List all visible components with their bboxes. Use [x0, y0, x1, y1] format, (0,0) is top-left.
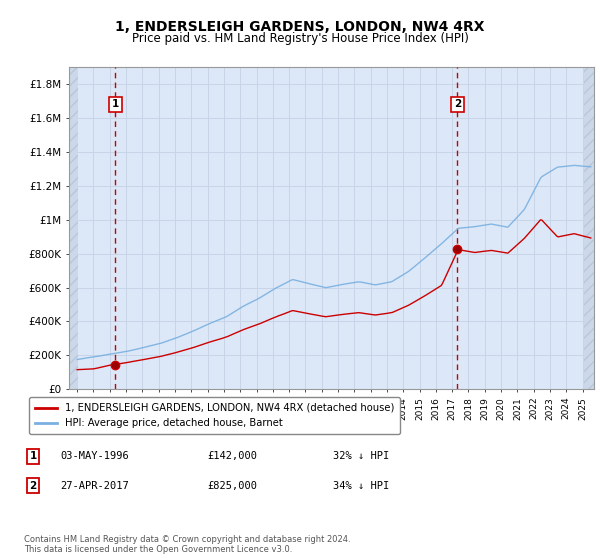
Text: £142,000: £142,000	[207, 451, 257, 461]
Text: 2: 2	[29, 480, 37, 491]
Text: 34% ↓ HPI: 34% ↓ HPI	[333, 480, 389, 491]
Text: £825,000: £825,000	[207, 480, 257, 491]
Bar	[69, 50, 79, 389]
Text: Price paid vs. HM Land Registry's House Price Index (HPI): Price paid vs. HM Land Registry's House …	[131, 32, 469, 45]
Text: 1, ENDERSLEIGH GARDENS, LONDON, NW4 4RX: 1, ENDERSLEIGH GARDENS, LONDON, NW4 4RX	[115, 20, 485, 34]
Legend: 1, ENDERSLEIGH GARDENS, LONDON, NW4 4RX (detached house), HPI: Average price, de: 1, ENDERSLEIGH GARDENS, LONDON, NW4 4RX …	[29, 397, 400, 434]
Text: 03-MAY-1996: 03-MAY-1996	[60, 451, 129, 461]
Text: 27-APR-2017: 27-APR-2017	[60, 480, 129, 491]
Text: 32% ↓ HPI: 32% ↓ HPI	[333, 451, 389, 461]
Text: 1: 1	[29, 451, 37, 461]
Text: 1: 1	[112, 100, 119, 110]
Bar	[584, 50, 600, 389]
Text: Contains HM Land Registry data © Crown copyright and database right 2024.
This d: Contains HM Land Registry data © Crown c…	[24, 535, 350, 554]
Text: 2: 2	[454, 100, 461, 110]
